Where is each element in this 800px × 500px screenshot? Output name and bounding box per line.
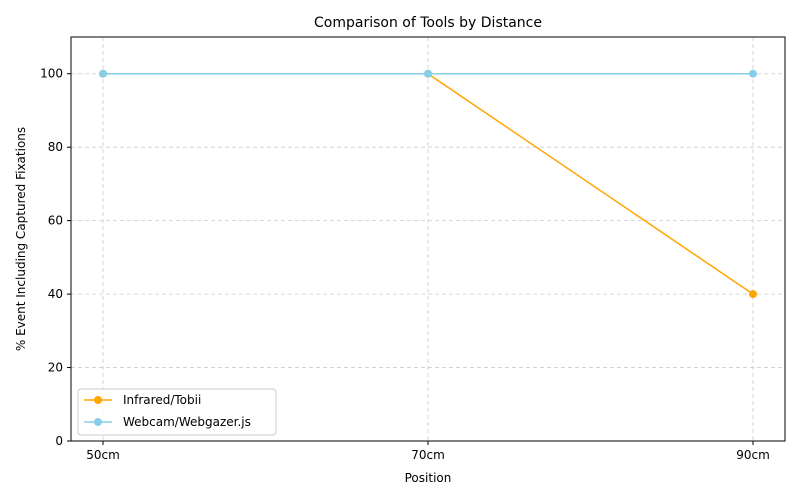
series-group	[99, 69, 757, 299]
data-point	[749, 290, 757, 299]
legend: Infrared/Tobii Webcam/Webgazer.js	[77, 388, 277, 436]
y-tick-label: 80	[48, 140, 63, 154]
y-axis-label: % Event Including Captured Fixations	[14, 127, 28, 351]
data-point	[424, 69, 432, 78]
data-point	[99, 69, 107, 78]
y-tick-label: 100	[40, 67, 63, 81]
legend-label: Webcam/Webgazer.js	[123, 415, 251, 429]
legend-marker	[94, 396, 102, 404]
y-tick-label: 20	[48, 361, 63, 375]
grid	[71, 37, 785, 442]
legend-item: Infrared/Tobii	[84, 393, 201, 407]
data-point	[749, 69, 757, 78]
legend-item: Webcam/Webgazer.js	[84, 415, 251, 429]
x-tick-label: 90cm	[736, 448, 770, 462]
x-tick-label: 50cm	[86, 448, 120, 462]
y-tick-label: 60	[48, 214, 63, 228]
legend-marker	[94, 418, 102, 426]
y-tick-label: 0	[55, 434, 63, 448]
legend-frame	[77, 388, 277, 436]
y-tick-label: 40	[48, 287, 63, 301]
series-webcam-webgazer-js	[99, 69, 757, 78]
chart-title: Comparison of Tools by Distance	[314, 15, 542, 31]
x-tick-label: 70cm	[411, 448, 445, 462]
x-axis-label: Position	[405, 471, 452, 485]
legend-label: Infrared/Tobii	[123, 393, 201, 407]
y-axis: 0 20 40 60 80 100	[40, 67, 71, 448]
x-axis: 50cm 70cm 90cm	[86, 441, 770, 462]
